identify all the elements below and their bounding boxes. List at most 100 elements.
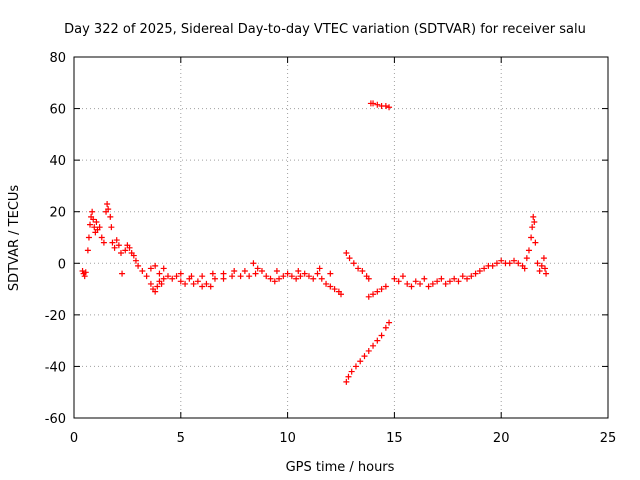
data-point bbox=[194, 278, 201, 285]
data-point bbox=[493, 260, 500, 267]
data-point bbox=[267, 275, 274, 282]
data-point bbox=[207, 283, 214, 290]
data-point bbox=[464, 275, 471, 282]
data-point bbox=[525, 247, 532, 254]
data-point bbox=[346, 255, 353, 262]
data-point bbox=[532, 239, 539, 246]
data-point bbox=[231, 268, 238, 275]
data-point bbox=[96, 224, 103, 231]
data-point bbox=[531, 219, 538, 226]
data-point bbox=[293, 275, 300, 282]
data-point bbox=[188, 273, 195, 280]
data-point bbox=[506, 260, 513, 267]
data-point bbox=[82, 269, 89, 276]
data-point bbox=[111, 244, 118, 251]
data-point bbox=[343, 249, 350, 256]
x-tick-label: 10 bbox=[279, 431, 296, 446]
data-point bbox=[203, 280, 210, 287]
data-point bbox=[370, 100, 377, 107]
data-point bbox=[211, 275, 218, 282]
data-point bbox=[316, 265, 323, 272]
data-point bbox=[425, 283, 432, 290]
data-point bbox=[370, 291, 377, 298]
data-point bbox=[395, 278, 402, 285]
data-point bbox=[160, 265, 167, 272]
data-point bbox=[147, 280, 154, 287]
data-point bbox=[158, 280, 165, 287]
data-markers bbox=[79, 100, 550, 385]
axis-ticks: 0 5 10 15 20 25 -60 -40 -20 0 20 40 60 80 bbox=[45, 51, 617, 446]
data-point bbox=[173, 273, 180, 280]
data-point bbox=[355, 265, 362, 272]
data-point bbox=[343, 378, 350, 385]
data-point bbox=[229, 273, 236, 280]
data-point bbox=[258, 268, 265, 275]
y-tick-label: -40 bbox=[45, 360, 66, 375]
data-point bbox=[117, 249, 124, 256]
data-point bbox=[538, 262, 545, 269]
data-point bbox=[352, 363, 359, 370]
data-point bbox=[529, 224, 536, 231]
data-point bbox=[85, 234, 92, 241]
data-point bbox=[199, 283, 206, 290]
data-point bbox=[126, 244, 133, 251]
data-point bbox=[190, 280, 197, 287]
data-point bbox=[119, 270, 126, 277]
data-point bbox=[540, 255, 547, 262]
data-point bbox=[442, 280, 449, 287]
data-point bbox=[515, 260, 522, 267]
x-tick-label: 15 bbox=[386, 431, 403, 446]
data-point bbox=[408, 283, 415, 290]
data-point bbox=[345, 373, 352, 380]
data-point bbox=[113, 237, 120, 244]
data-point bbox=[310, 275, 317, 282]
data-point bbox=[199, 273, 206, 280]
data-point bbox=[434, 278, 441, 285]
data-point bbox=[382, 283, 389, 290]
data-point bbox=[338, 291, 344, 298]
data-point bbox=[386, 104, 393, 111]
data-point bbox=[209, 270, 216, 277]
data-point bbox=[350, 260, 357, 267]
plot-frame bbox=[73, 56, 609, 419]
data-point bbox=[122, 247, 129, 254]
data-point bbox=[374, 288, 381, 295]
data-point bbox=[169, 275, 176, 282]
data-point bbox=[295, 268, 302, 275]
data-point bbox=[87, 221, 94, 228]
data-point bbox=[91, 224, 98, 231]
data-point bbox=[147, 265, 154, 272]
data-point bbox=[327, 283, 334, 290]
data-point bbox=[93, 219, 100, 226]
y-tick-label: 80 bbox=[49, 51, 66, 66]
data-point bbox=[276, 275, 283, 282]
data-point bbox=[459, 273, 466, 280]
data-point bbox=[446, 278, 453, 285]
data-point bbox=[481, 265, 488, 272]
data-point bbox=[177, 270, 184, 277]
x-tick-label: 20 bbox=[493, 431, 510, 446]
x-axis-label: GPS time / hours bbox=[286, 460, 395, 475]
data-point bbox=[152, 288, 159, 295]
data-point bbox=[404, 280, 411, 287]
data-point bbox=[370, 342, 377, 349]
data-point bbox=[280, 273, 287, 280]
data-point bbox=[455, 278, 462, 285]
data-point bbox=[472, 270, 479, 277]
y-tick-label: 20 bbox=[49, 206, 66, 221]
data-point bbox=[382, 324, 389, 331]
data-point bbox=[534, 260, 541, 267]
data-point bbox=[523, 255, 530, 262]
data-point bbox=[237, 273, 244, 280]
y-tick-label: 0 bbox=[58, 257, 66, 272]
data-point bbox=[220, 275, 227, 282]
data-point bbox=[301, 270, 308, 277]
data-point bbox=[378, 286, 385, 293]
data-point bbox=[107, 213, 114, 220]
data-point bbox=[451, 275, 458, 282]
data-point bbox=[288, 273, 295, 280]
data-point bbox=[365, 293, 372, 300]
data-point bbox=[417, 280, 424, 287]
data-point bbox=[511, 257, 518, 264]
data-point bbox=[135, 262, 142, 269]
